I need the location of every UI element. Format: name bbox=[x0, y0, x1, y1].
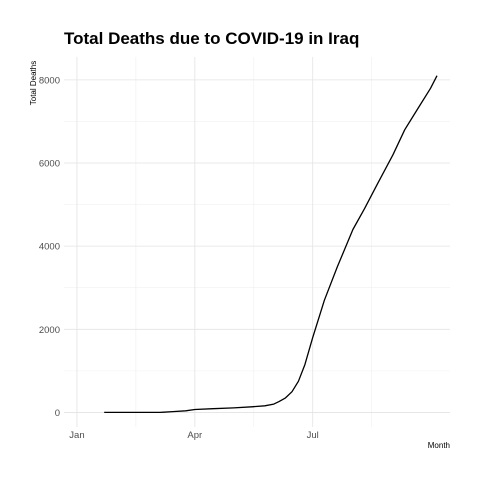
x-tick-label: Apr bbox=[187, 430, 202, 441]
x-axis-label: Month bbox=[428, 441, 450, 450]
y-tick-label: 6000 bbox=[39, 159, 60, 170]
x-tick-labels: Jan Apr Jul bbox=[69, 430, 318, 441]
y-tick-label: 8000 bbox=[39, 75, 60, 86]
y-tick-label: 0 bbox=[55, 408, 60, 419]
series-line bbox=[104, 75, 438, 414]
y-tick-label: 4000 bbox=[39, 242, 60, 253]
plot-grid bbox=[64, 57, 450, 427]
chart-title: Total Deaths due to COVID-19 in Iraq bbox=[64, 29, 359, 48]
plot-series bbox=[104, 75, 438, 414]
y-tick-labels: 0 2000 4000 6000 8000 bbox=[39, 75, 60, 419]
y-tick-label: 2000 bbox=[39, 325, 60, 336]
x-tick-label: Jan bbox=[69, 430, 84, 441]
x-tick-label: Jul bbox=[307, 430, 319, 441]
y-axis-label: Total Deaths bbox=[29, 61, 38, 105]
